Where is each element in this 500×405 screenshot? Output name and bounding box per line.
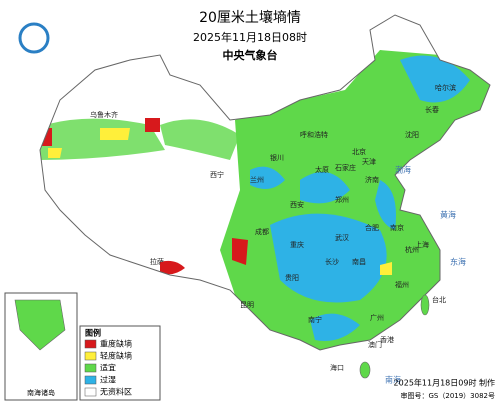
legend-swatch [84,363,97,373]
place-label: 福州 [395,280,409,289]
legend-label: 适宜 [100,363,116,373]
place-label: 兰州 [250,175,264,184]
place-label: 贵阳 [285,273,299,282]
legend-label: 重度缺墒 [100,339,132,349]
place-label: 香港 [380,335,394,344]
issuer: 中央气象台 [223,48,278,62]
sea-label: 黄海 [440,210,456,220]
footer-made: 2025年11月18日09时 制作 [394,378,495,388]
place-label: 拉萨 [150,257,164,266]
legend-frame [79,325,161,401]
legend-title: 图例 [85,328,101,338]
place-label: 武汉 [335,233,349,242]
sea-label: 南海 [385,375,401,385]
logo [18,22,50,54]
place-label: 澳门 [368,340,382,349]
inset-label: 南海诸岛 [27,388,55,397]
place-label: 银川 [270,153,284,162]
place-label: 南宁 [308,315,322,324]
place-label: 上海 [415,240,429,249]
place-label: 海口 [330,363,344,372]
place-label: 杭州 [405,245,419,254]
sea-label: 东海 [450,257,466,267]
place-label: 沈阳 [405,130,419,139]
place-label: 济南 [365,175,379,184]
footer-approval: 审图号：GS（2019）3082号 [401,391,496,400]
legend-swatch [84,375,97,385]
place-label: 北京 [352,147,366,156]
legend-swatch [84,387,97,397]
place-label: 广州 [370,313,384,322]
place-label: 昆明 [240,301,254,309]
legend-swatch [84,351,97,361]
place-label: 郑州 [335,196,349,204]
legend-label: 无资料区 [100,387,132,397]
place-label: 南京 [390,223,404,232]
sea-label: 渤海 [395,165,411,175]
place-label: 石家庄 [335,163,356,172]
place-label: 太原 [315,165,329,174]
place-label: 长春 [425,105,439,114]
place-label: 哈尔滨 [435,83,456,92]
place-label: 合肥 [365,223,379,232]
place-label: 天津 [362,158,376,166]
legend-label: 过湿 [100,375,116,385]
place-label: 西宁 [210,170,224,179]
title: 20厘米土壤墒情 [199,9,301,26]
place-label: 重庆 [290,240,304,249]
place-label: 台北 [432,295,446,304]
subtitle: 2025年11月18日08时 [193,30,307,44]
place-label: 长沙 [325,257,339,266]
legend-swatch [84,339,97,349]
place-label: 西安 [290,200,304,209]
place-label: 南昌 [352,257,366,266]
inset-land [14,299,66,351]
place-label: 乌鲁木齐 [90,110,118,119]
place-label: 成都 [255,227,269,236]
place-label: 呼和浩特 [300,130,328,139]
legend-label: 轻度缺墒 [100,351,132,361]
